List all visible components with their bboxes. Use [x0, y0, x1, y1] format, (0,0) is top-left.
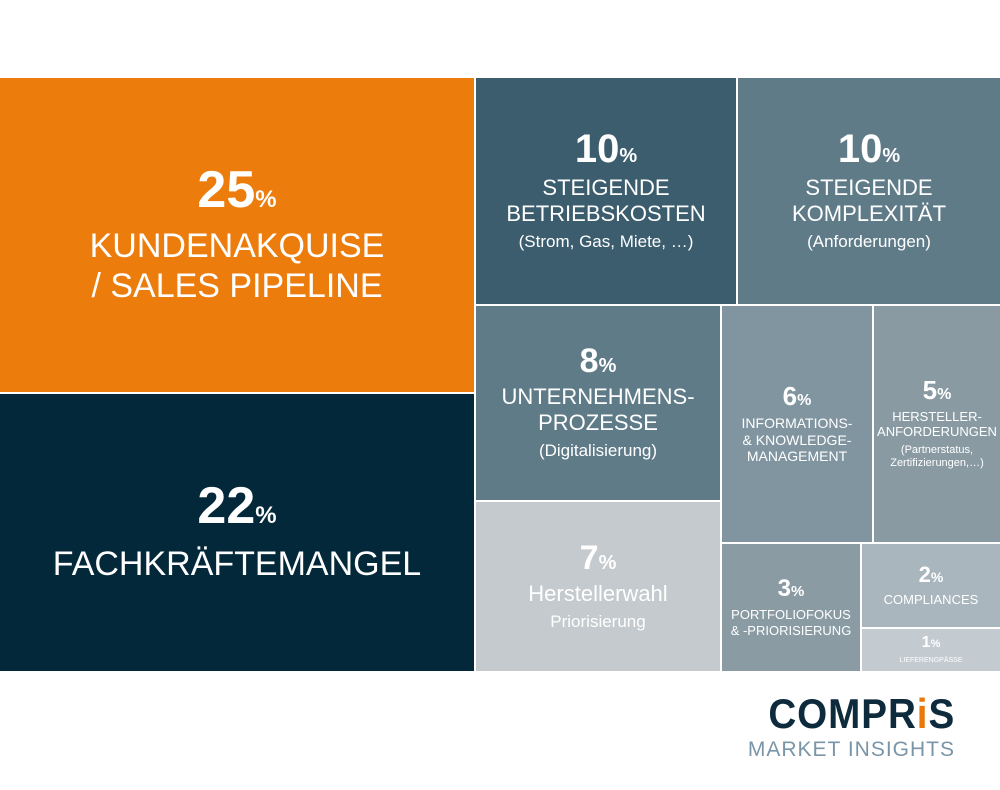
tile-komplexitaet: 10% STEIGENDE KOMPLEXITÄT (Anforderungen) — [738, 78, 1000, 304]
logo-brand-post: S — [928, 690, 955, 737]
logo-tagline: MARKET INSIGHTS — [747, 738, 955, 761]
tile-percent-sign: % — [598, 355, 617, 378]
tile-percent-sign: % — [255, 502, 277, 530]
tile-informationsmanagement: 6% INFORMATIONS- & KNOWLEDGE- MANAGEMENT — [722, 306, 872, 542]
tile-percent-value: 7 — [579, 538, 599, 577]
tile-label: PORTFOLIOFOKUS & -PRIORISIERUNG — [730, 607, 852, 638]
tile-percent: 1% — [921, 633, 941, 651]
tile-percent-sign: % — [930, 637, 941, 650]
tile-herstellerwahl: 7% Herstellerwahl Priorisierung — [476, 502, 720, 671]
tile-percent: 3% — [778, 577, 805, 601]
tile-sublabel: (Strom, Gas, Miete, …) — [518, 232, 694, 252]
tile-sublabel: (Digitalisierung) — [538, 441, 658, 461]
tile-percent-sign: % — [797, 392, 812, 410]
tile-percent: 10% — [575, 129, 637, 169]
tile-herstelleranforderungen: 5% HERSTELLER- ANFORDERUNGEN (Partnerstatu… — [874, 306, 1000, 542]
tile-compliances: 2% COMPLIANCES — [862, 544, 1000, 627]
tile-unternehmensprozesse: 8% UNTERNEHMENS- PROZESSE (Digitalisierung… — [476, 306, 720, 500]
tile-percent-value: 1 — [921, 633, 931, 651]
compris-logo: COMPRiS MARKET INSIGHTS — [747, 693, 955, 761]
tile-percent-value: 6 — [782, 381, 798, 412]
tile-label: UNTERNEHMENS- PROZESSE — [501, 384, 695, 436]
tile-label: COMPLIANCES — [883, 591, 979, 607]
tile-label: Herstellerwahl — [528, 580, 668, 606]
tile-percent-value: 2 — [918, 561, 931, 587]
logo-wordmark: COMPRiS — [764, 693, 955, 735]
tile-percent-value: 25 — [197, 160, 256, 219]
tile-percent-sign: % — [937, 385, 952, 403]
tile-label: KUNDENAKQUISE / SALES PIPELINE — [89, 226, 385, 305]
tile-percent: 2% — [918, 561, 944, 587]
tile-percent-sign: % — [791, 583, 805, 601]
tile-percent: 25% — [197, 164, 276, 216]
tile-percent-value: 10 — [837, 127, 883, 172]
tile-percent-value: 3 — [777, 575, 791, 603]
tile-percent-sign: % — [930, 568, 944, 585]
tile-betriebskosten: 10% STEIGENDE BETRIEBSKOSTEN (Strom, Gas, … — [476, 78, 736, 304]
tile-percent: 5% — [923, 377, 952, 403]
tile-percent-value: 8 — [579, 342, 599, 381]
tile-percent-value: 10 — [574, 127, 620, 172]
tile-kundenakquise: 25% KUNDENAKQUISE / SALES PIPELINE — [0, 78, 474, 392]
tile-percent-sign: % — [598, 551, 617, 574]
tile-label: HERSTELLER- ANFORDERUNGEN — [877, 408, 997, 440]
tile-percent: 6% — [783, 383, 812, 409]
tile-label: STEIGENDE KOMPLEXITÄT — [791, 175, 947, 227]
tile-percent-value: 22 — [197, 477, 256, 536]
tile-percent-value: 5 — [922, 374, 938, 405]
tile-percent: 8% — [580, 344, 617, 378]
tile-percent-sign: % — [255, 185, 277, 213]
logo-brand-accent: i — [916, 690, 929, 737]
tile-percent: 7% — [580, 541, 617, 575]
tile-label: STEIGENDE BETRIEBSKOSTEN — [506, 175, 706, 227]
tile-sublabel: Priorisierung — [550, 611, 646, 631]
tile-percent: 22% — [197, 480, 276, 532]
tile-fachkraeftemangel: 22% FACHKRÄFTEMANGEL — [0, 394, 474, 671]
tile-percent-sign: % — [619, 145, 638, 168]
tile-sublabel: (Anforderungen) — [807, 232, 931, 252]
tile-lieferengpaesse: 1% LIEFERENGPÄSSE — [862, 629, 1000, 671]
tile-percent-sign: % — [882, 145, 901, 168]
tile-label: FACHKRÄFTEMANGEL — [52, 545, 422, 584]
tile-portfoliofokus: 3% PORTFOLIOFOKUS & -PRIORISIERUNG — [722, 544, 860, 671]
tile-label: LIEFERENGPÄSSE — [899, 656, 963, 664]
tile-sublabel: (Partnerstatus, Zertifizierungen,…) — [890, 443, 984, 470]
logo-brand-pre: COMPR — [768, 690, 917, 737]
tile-percent: 10% — [838, 129, 900, 169]
tile-label: INFORMATIONS- & KNOWLEDGE- MANAGEMENT — [741, 415, 853, 465]
